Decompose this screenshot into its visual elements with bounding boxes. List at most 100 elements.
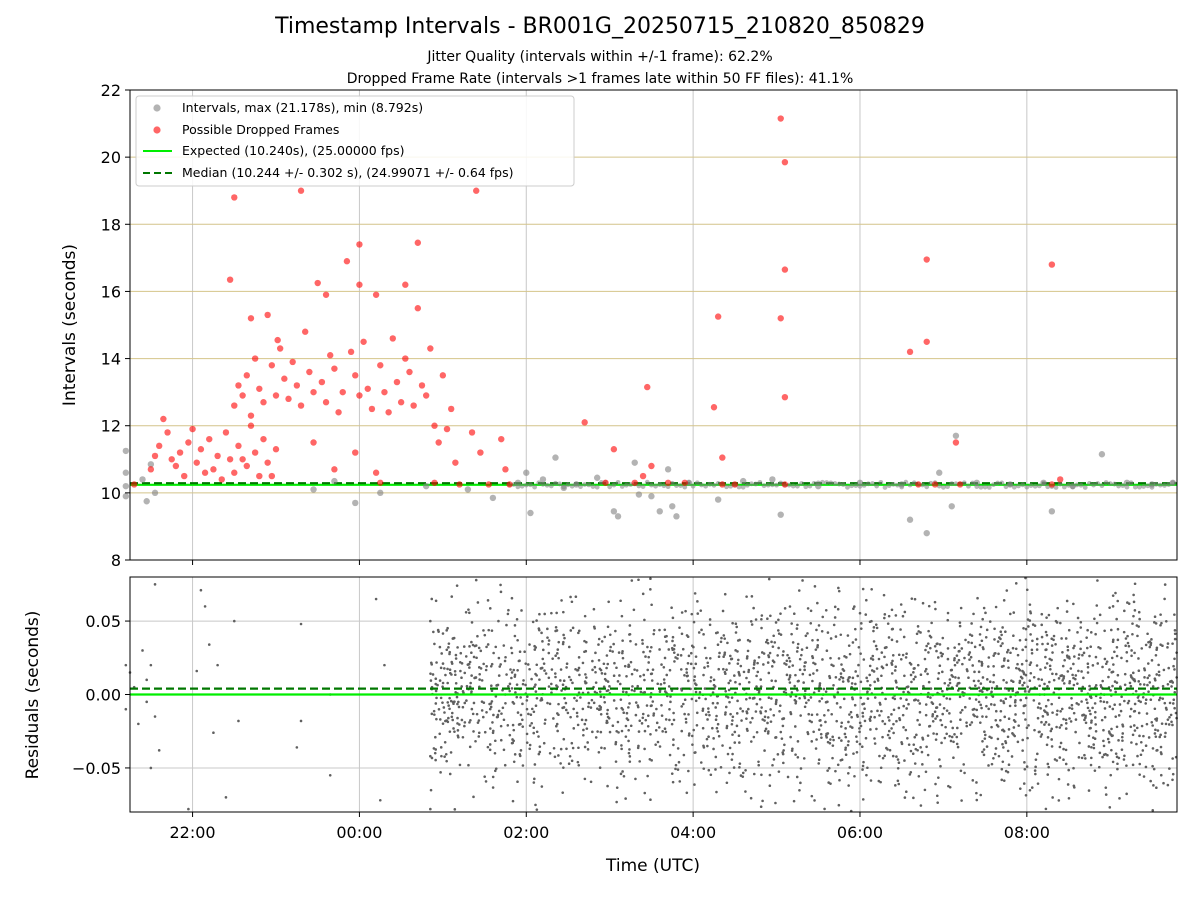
interval-point [1048, 508, 1056, 515]
residual-point [1046, 736, 1050, 739]
residual-point [594, 736, 598, 739]
dropped-frame-point [781, 393, 789, 401]
residual-point [1127, 602, 1131, 605]
residual-point [649, 798, 652, 801]
residual-point [1002, 779, 1006, 782]
interval-point [560, 484, 568, 492]
residual-point [724, 705, 728, 709]
residual-point [1036, 752, 1039, 756]
residual-point [591, 668, 594, 672]
residual-point [915, 632, 919, 636]
residual-point [1134, 689, 1138, 693]
residual-point [1012, 611, 1016, 614]
residual-point [1046, 762, 1050, 766]
residual-point [745, 697, 748, 701]
residual-point [840, 663, 843, 666]
residual-point [885, 663, 889, 667]
residual-point [802, 681, 805, 684]
residual-point [976, 596, 979, 600]
residual-point [546, 636, 549, 639]
residual-point [615, 730, 619, 733]
residual-point [931, 713, 935, 716]
residual-point [904, 656, 908, 659]
residual-point [1116, 599, 1120, 603]
residual-point [877, 657, 881, 661]
residual-point [1027, 690, 1031, 693]
residual-point [627, 665, 630, 668]
residual-point [676, 653, 680, 657]
residual-point [541, 640, 544, 643]
residual-point [439, 771, 442, 774]
residual-point [981, 739, 984, 743]
residual-point [963, 656, 966, 660]
residual-point [452, 727, 455, 730]
residual-point [855, 713, 859, 717]
residual-point [487, 628, 491, 632]
residual-point [728, 662, 731, 665]
residual-point [958, 695, 962, 699]
residual-point [646, 645, 649, 649]
residual-point [1006, 648, 1010, 652]
residual-point [714, 768, 717, 771]
residual-point [862, 658, 866, 661]
residual-point [533, 685, 536, 689]
residual-point [447, 704, 450, 707]
residual-point [840, 721, 844, 725]
residual-point [771, 645, 775, 648]
residual-point [516, 638, 519, 642]
interval-band-point [836, 481, 842, 487]
residual-point [1085, 636, 1088, 639]
residual-point [878, 754, 881, 758]
residual-point [687, 679, 690, 683]
dropped-frame-point [268, 362, 276, 369]
interval-point [898, 481, 905, 488]
residual-point [489, 664, 493, 668]
residual-point [1108, 705, 1112, 708]
interval-point [664, 466, 672, 473]
dropped-frame-point [648, 462, 655, 470]
residual-point [469, 681, 472, 685]
residual-point [1081, 685, 1085, 689]
residual-point [781, 752, 785, 756]
residual-point [1093, 769, 1097, 772]
residual-point [605, 689, 609, 693]
residual-point [865, 773, 868, 777]
residual-point [727, 681, 731, 685]
residual-point [1114, 690, 1117, 694]
residual-point [212, 731, 215, 734]
residual-point [1156, 729, 1160, 732]
residual-point [759, 678, 763, 681]
residual-point [686, 635, 690, 639]
residual-point [548, 702, 552, 706]
residual-point [476, 721, 480, 724]
residual-point [1096, 579, 1099, 582]
interval-band-point [532, 484, 538, 490]
residual-point [625, 690, 628, 694]
residuals-y-tick-label: 0.05 [85, 612, 121, 631]
residual-point [767, 696, 771, 699]
residual-point [1170, 720, 1173, 724]
interval-band-point [736, 484, 742, 490]
residual-point [1082, 651, 1086, 655]
residual-point [542, 741, 546, 745]
residual-point [822, 687, 826, 691]
residual-point [443, 755, 446, 758]
dropped-frame-point [151, 452, 159, 460]
dropped-frame-point [427, 345, 434, 352]
interval-point [464, 486, 472, 493]
residual-point [939, 718, 942, 722]
intervals-y-axis-label: Intervals (seconds) [60, 244, 80, 406]
residual-point [1001, 626, 1004, 629]
residual-point [569, 629, 573, 632]
residual-point [946, 657, 950, 661]
residual-point [835, 719, 839, 723]
residual-point [1056, 606, 1059, 610]
residual-point [535, 696, 539, 700]
residual-point [836, 763, 840, 767]
residual-point [1038, 684, 1041, 688]
residual-point [684, 609, 687, 613]
dropped-frame-point [468, 429, 476, 436]
residual-point [881, 719, 884, 723]
residual-point [926, 642, 930, 645]
residual-point [616, 680, 620, 683]
